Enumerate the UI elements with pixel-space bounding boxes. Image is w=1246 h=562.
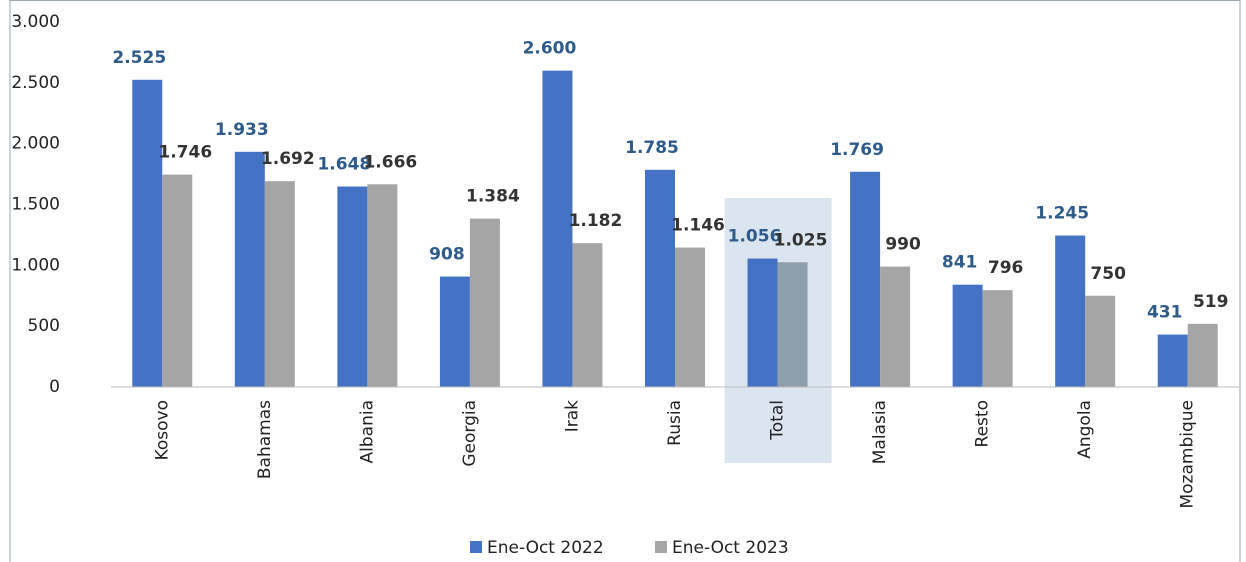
- y-tick-label: 1.500: [11, 195, 60, 215]
- bar: [264, 181, 295, 387]
- value-label: 2.525: [112, 48, 166, 68]
- value-label: 1.692: [261, 149, 315, 169]
- value-label: 796: [988, 258, 1024, 278]
- bar: [675, 247, 705, 387]
- y-tick-label: 2.500: [11, 73, 60, 93]
- bar: [439, 276, 470, 387]
- value-label: 2.600: [523, 39, 577, 59]
- value-label: 1.384: [466, 187, 520, 207]
- x-tick-label: Rusia: [665, 400, 685, 446]
- x-tick-label: Albania: [357, 400, 377, 463]
- bar: [234, 151, 265, 387]
- x-tick-label: Mozambique: [1178, 400, 1198, 509]
- value-label: 1.746: [158, 143, 212, 163]
- value-label: 1.648: [317, 154, 371, 174]
- value-label: 990: [885, 235, 921, 255]
- value-label: 1.769: [830, 140, 884, 160]
- value-label: 908: [429, 245, 465, 265]
- value-label: 1.025: [774, 230, 828, 250]
- bar: [542, 70, 573, 388]
- value-label: 1.245: [1035, 204, 1089, 224]
- bar: [132, 79, 163, 388]
- bar: [645, 169, 675, 387]
- bar: [572, 243, 603, 387]
- x-tick-label: Irak: [562, 400, 582, 432]
- y-tick-label: 0: [49, 377, 60, 397]
- value-label: 1.056: [728, 227, 782, 247]
- value-label: 431: [1147, 303, 1183, 323]
- x-tick-label: Georgia: [460, 400, 480, 467]
- bar: [777, 262, 808, 387]
- legend-swatch: [655, 541, 667, 553]
- bar: [1187, 323, 1218, 387]
- value-label: 1.785: [625, 138, 679, 158]
- x-tick-label: Bahamas: [255, 400, 275, 479]
- x-tick-label: Malasia: [870, 400, 890, 464]
- value-label: 1.182: [569, 211, 623, 231]
- bar: [469, 218, 500, 387]
- x-tick-label: Kosovo: [152, 400, 172, 460]
- value-label: 519: [1193, 292, 1229, 312]
- y-tick-label: 2.000: [11, 134, 60, 154]
- x-tick-label: Angola: [1075, 400, 1095, 459]
- y-tick-label: 3.000: [11, 12, 60, 32]
- bar: [337, 186, 368, 387]
- value-label: 1.666: [363, 152, 417, 172]
- value-label: 1.146: [671, 216, 725, 236]
- y-tick-label: 1.000: [11, 255, 60, 275]
- bar: [880, 266, 911, 387]
- value-label: 841: [942, 253, 978, 273]
- bar: [162, 174, 193, 387]
- bar: [367, 184, 398, 387]
- legend-label: Ene-Oct 2022: [487, 538, 604, 558]
- bar: [850, 171, 881, 387]
- bar: [952, 284, 983, 387]
- x-tick-label: Resto: [973, 400, 993, 447]
- bar: [1055, 235, 1086, 387]
- x-tick-label: Total: [768, 400, 788, 441]
- legend-swatch: [470, 541, 482, 553]
- bar: [1085, 295, 1116, 387]
- bar: [1157, 334, 1188, 387]
- bar: [982, 290, 1013, 387]
- bar: [747, 258, 778, 387]
- value-label: 1.933: [215, 120, 269, 140]
- value-label: 750: [1090, 264, 1126, 284]
- legend-label: Ene-Oct 2023: [672, 538, 789, 558]
- y-tick-label: 500: [28, 316, 60, 336]
